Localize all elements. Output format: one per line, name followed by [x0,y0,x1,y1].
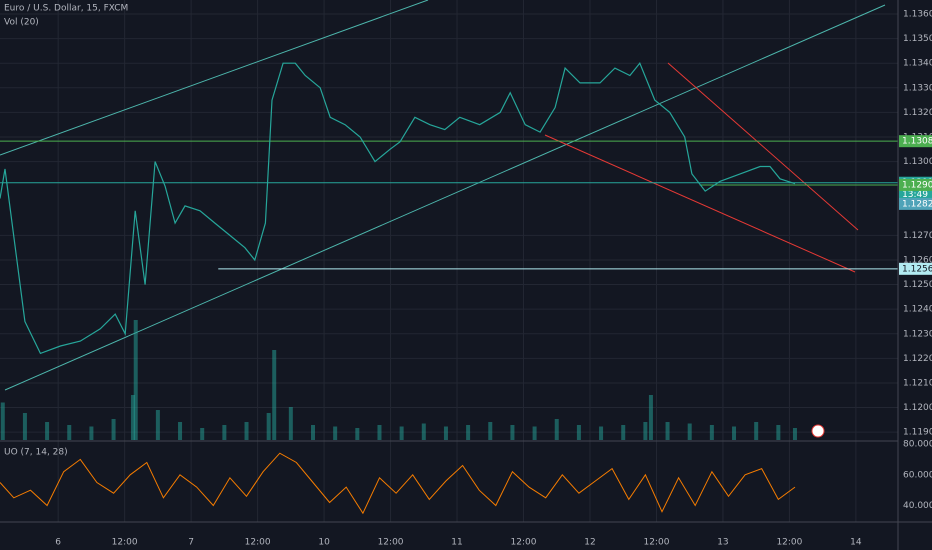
volume-bar [709,425,714,440]
volume-bar [377,425,382,440]
y-tick-label: 1.12000 [903,403,932,413]
volume-bar [421,423,426,440]
volume-bar [665,422,670,440]
volume-bar [310,425,315,440]
volume-bar [488,422,493,440]
volume-bar [466,425,471,440]
volume-bar [222,425,227,440]
volume-bar [45,422,50,440]
countdown-badge [899,188,932,200]
price-line [0,62,796,355]
level-badge [899,178,932,191]
x-tick-label: 12:00 [245,538,271,548]
y-tick-label: 1.12600 [903,255,932,265]
volume-bar [687,423,692,440]
volume-bar [133,320,138,440]
x-tick-label: 12:00 [643,538,669,548]
volume-bar [399,426,404,440]
volume-bar [754,422,759,440]
volume-bar [288,407,293,440]
level-badge [899,135,932,148]
volume-bar [621,425,626,440]
volume-bar [355,428,360,440]
symbol-title: Euro / U.S. Dollar, 15, FXCM [4,4,128,14]
y-tick-label: 1.13500 [903,34,932,44]
volume-bar [244,422,249,440]
volume-bar [89,426,94,440]
volume-bar [130,395,135,440]
volume-bar [576,425,581,440]
x-tick-label: 12:00 [511,538,537,548]
volume-bar [776,425,781,440]
y-tick-label: 1.13600 [903,10,932,20]
y-tick-label: 1.12700 [903,231,932,241]
y-tick-label: 1.12500 [903,280,932,290]
volume-bar [443,426,448,440]
volume-bar [510,425,515,440]
oscillator-line [0,452,796,515]
x-tick-label: 13 [717,538,728,548]
level-badge [899,197,932,210]
trend-line [544,134,856,273]
y-tick-label: 1.13000 [903,157,932,167]
level-label: 1.12564 [902,264,932,274]
x-tick-label: 12:00 [776,538,802,548]
volume-bar [732,426,737,440]
volume-bar [155,410,160,440]
oscillator-title: UO (7, 14, 28) [4,448,68,458]
x-tick-label: 12:00 [378,538,404,548]
oscillator-tick-label: 80.0000 [903,440,932,450]
trend-line [0,0,429,156]
volume-bar [0,402,5,440]
y-tick-label: 1.13400 [903,59,932,69]
x-tick-label: 10 [318,538,330,548]
x-tick-label: 7 [188,538,194,548]
x-tick-label: 14 [850,538,862,548]
volume-bar [178,422,183,440]
volume-bar [532,426,537,440]
volume-bar [111,419,116,440]
x-tick-label: 12:00 [112,538,138,548]
level-label: 1.13083 [902,137,932,147]
volume-bar [643,422,648,440]
volume-bar [22,413,27,440]
y-tick-label: 1.12400 [903,305,932,315]
event-icon[interactable] [811,424,825,438]
volume-bar [200,428,205,440]
volume-bar [333,426,338,440]
x-tick-label: 11 [451,538,462,548]
drawings [0,0,886,391]
axes: 1.136001.135001.134001.133001.132001.131… [55,10,932,548]
oscillator-tick-label: 60.0000 [903,470,932,480]
x-tick-label: 6 [55,538,61,548]
plot [0,62,898,515]
y-tick-label: 1.13200 [903,108,932,118]
volume-bar [792,428,797,440]
y-tick-label: 1.13300 [903,83,932,93]
volume-bar [266,413,271,440]
level-label: 1.12905 [902,180,932,190]
trend-line [4,4,886,391]
y-tick-label: 1.12200 [903,354,932,364]
trend-line [667,62,859,231]
countdown: 13:49 [902,190,928,200]
volume-bar [599,426,604,440]
volume-bar [554,419,559,440]
volume-bar [648,395,653,440]
volume-bar [272,350,277,440]
y-tick-label: 1.12300 [903,329,932,339]
x-tick-label: 12 [584,538,595,548]
level-label: 1.12828 [902,199,932,209]
volume-title: Vol (20) [4,18,39,28]
level-badge [899,262,932,275]
oscillator-tick-label: 40.0000 [903,501,932,511]
y-tick-label: 1.12100 [903,378,932,388]
y-tick-label: 1.11900 [903,428,932,438]
volume-bar [67,425,72,440]
